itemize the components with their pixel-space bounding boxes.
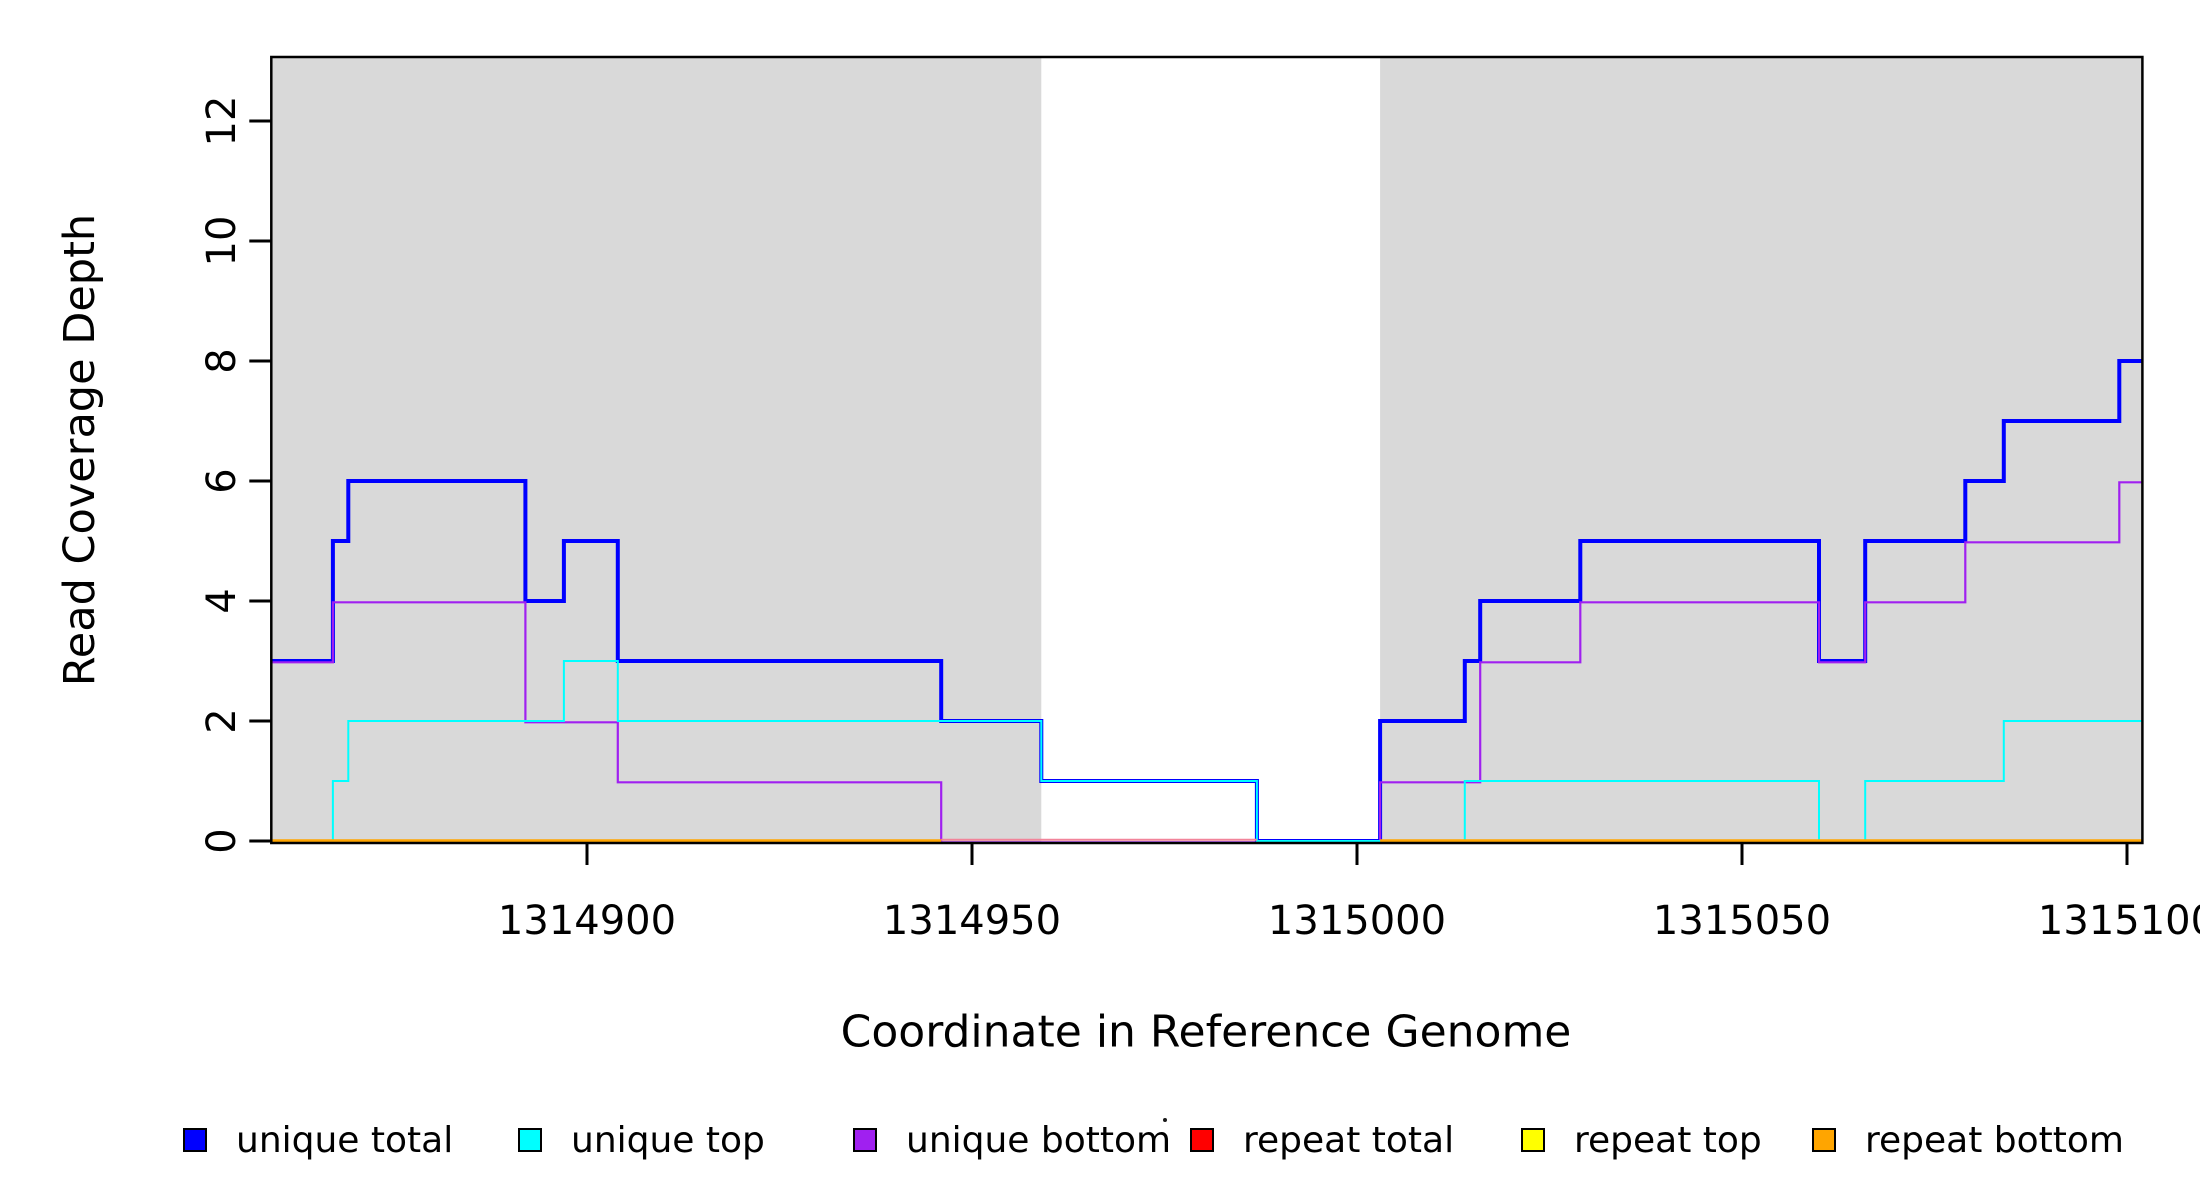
y-tick-label: 6 (199, 468, 245, 494)
series-line-unique-bottom (271, 481, 2143, 844)
x-tick-label: 1314950 (882, 898, 1062, 944)
x-tick-label: 1315100 (2037, 898, 2200, 944)
legend-item-unique-top: unique top (518, 1119, 765, 1161)
legend-label: repeat total (1243, 1119, 1455, 1161)
y-tick-label: 2 (199, 708, 245, 734)
legend-item-repeat-top: repeat top (1521, 1119, 1762, 1161)
legend-label: unique total (236, 1119, 454, 1161)
legend-item-repeat-bottom: repeat bottom (1812, 1119, 2124, 1161)
legend-label: repeat bottom (1865, 1119, 2124, 1161)
legend-swatch-icon (518, 1128, 542, 1152)
x-tick-label: 1315000 (1267, 898, 1447, 944)
legend-label: unique top (571, 1119, 765, 1161)
y-tick-label: 12 (199, 95, 245, 147)
stray-dot (1163, 1118, 1167, 1122)
legend-item-unique-bottom: unique bottom (853, 1119, 1172, 1161)
plot-box (270, 55, 2144, 845)
legend-swatch-icon (1521, 1128, 1545, 1152)
legend-swatch-icon (183, 1128, 207, 1152)
y-tick-label: 4 (199, 588, 245, 614)
series-line-unique-total (271, 359, 2143, 843)
legend-item-repeat-total: repeat total (1190, 1119, 1455, 1161)
legend-swatch-icon (1190, 1128, 1214, 1152)
series-line-unique-top (271, 660, 2143, 842)
shaded-region (271, 58, 1042, 843)
legend-swatch-icon (853, 1128, 877, 1152)
shaded-region (1380, 58, 2143, 843)
legend-swatch-icon (1812, 1128, 1836, 1152)
legend-item-unique-total: unique total (183, 1119, 454, 1161)
y-axis-title: Read Coverage Depth (55, 213, 105, 687)
y-tick-label: 10 (199, 215, 245, 267)
x-tick-label: 1315050 (1652, 898, 1832, 944)
y-tick-label: 8 (199, 348, 245, 374)
x-axis-title: Coordinate in Reference Genome (840, 1006, 1572, 1058)
legend-label: repeat top (1574, 1119, 1762, 1161)
x-tick-label: 1314900 (497, 898, 677, 944)
y-tick-label: 0 (199, 828, 245, 854)
legend-label: unique bottom (906, 1119, 1172, 1161)
